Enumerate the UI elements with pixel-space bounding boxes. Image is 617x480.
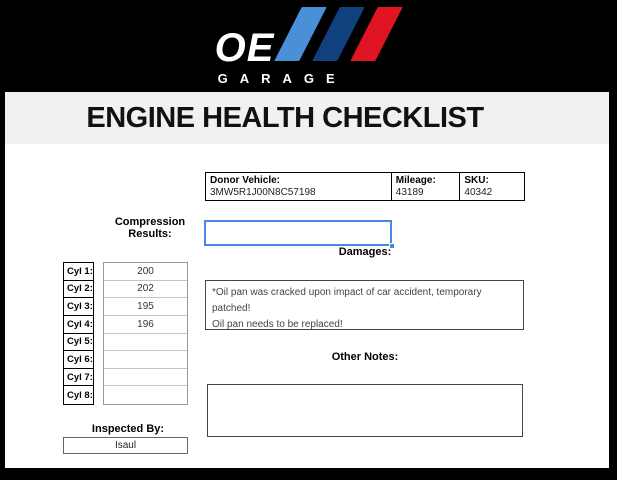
logo-brand-text: OE [214,25,275,70]
cyl-8-label: Cyl 8: [67,389,93,401]
damages-label: Damages: [338,246,392,258]
cyl-4-value[interactable]: 196 [104,316,187,334]
compression-results-selected-cell[interactable] [204,220,395,249]
oe-garage-logo: OE GARAGE [214,6,404,86]
cylinder-value-table: 200 202 195 196 [103,262,188,405]
other-notes-textbox[interactable] [207,384,523,437]
other-notes-label: Other Notes: [331,351,399,363]
cyl-7-value[interactable] [104,369,187,387]
sku-cell[interactable]: SKU: 40342 [459,173,524,200]
cell-fill-handle[interactable] [389,243,395,249]
cyl-6-label: Cyl 6: [64,351,93,369]
checklist-content: Donor Vehicle: 3MW5R1J00N8C57198 Mileage… [5,144,609,468]
title-band: ENGINE HEALTH CHECKLIST [5,92,609,144]
compression-results-label: Compression Results: [114,216,186,240]
donor-vehicle-label: Donor Vehicle: [210,175,281,186]
cyl-2-label: Cyl 2: [64,281,93,299]
cyl-5-value[interactable] [104,334,187,352]
sku-label: SKU: [464,175,489,186]
damages-line-2: Oil pan needs to be replaced! [212,319,343,330]
sku-value: 40342 [464,187,493,198]
mileage-label: Mileage: [395,175,436,186]
donor-vehicle-value: 3MW5R1J00N8C57198 [210,187,316,198]
page-title: ENGINE HEALTH CHECKLIST [86,101,484,134]
damages-textbox[interactable]: *Oil pan was cracked upon impact of car … [205,280,524,330]
cyl-8-value[interactable] [104,386,187,404]
inspected-by-field[interactable]: Isaul [63,437,188,454]
inspected-by-value: Isaul [114,440,137,451]
cyl-4-label: Cyl 4: [64,316,93,334]
cyl-5-label: Cyl 5: [64,334,93,352]
mileage-value: 43189 [395,187,424,198]
cyl-2-value[interactable]: 202 [104,281,187,299]
donor-vehicle-cell[interactable]: Donor Vehicle: 3MW5R1J00N8C57198 [206,173,391,200]
cyl-1-label: Cyl 1: [64,263,93,281]
cyl-3-label: Cyl 3: [64,298,93,316]
logo-sub-brand-text: GARAGE [217,70,347,86]
cyl-6-value[interactable] [104,351,187,369]
logo-stripes-icon [274,6,404,61]
header-band: OE GARAGE [0,0,617,92]
damages-line-1: *Oil pan was cracked upon impact of car … [212,287,482,314]
cyl-7-label: Cyl 7: [64,369,93,387]
cylinder-label-table: Cyl 1: Cyl 2: Cyl 3: Cyl 4: Cyl 5: Cyl 6… [63,262,94,405]
donor-vehicle-table: Donor Vehicle: 3MW5R1J00N8C57198 Mileage… [205,172,525,201]
inspected-by-label: Inspected By: [91,423,165,435]
cyl-1-value[interactable]: 200 [104,263,187,281]
mileage-cell[interactable]: Mileage: 43189 [390,173,460,200]
cyl-3-value[interactable]: 195 [104,298,187,316]
